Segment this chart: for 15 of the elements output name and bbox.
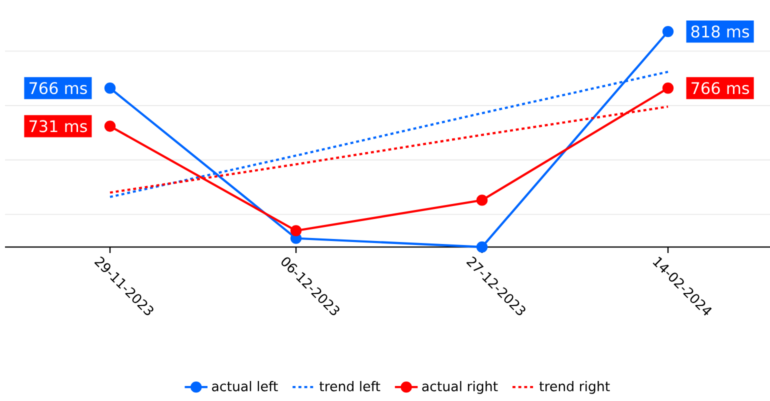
point <box>104 82 116 94</box>
point <box>476 241 488 253</box>
data-label: 766 ms <box>30 82 87 94</box>
legend-label: actual right <box>422 380 498 394</box>
legend-label: actual left <box>212 380 278 392</box>
legend-label: trend left <box>319 380 380 392</box>
data-label: 766 ms <box>692 82 750 94</box>
point <box>476 194 488 206</box>
data-label: 818 ms <box>691 25 750 38</box>
point <box>290 225 302 236</box>
point <box>104 120 116 132</box>
legend-label: trend right <box>539 380 610 394</box>
point <box>662 26 674 38</box>
data-label: 731 ms <box>30 120 87 132</box>
point <box>662 82 674 94</box>
